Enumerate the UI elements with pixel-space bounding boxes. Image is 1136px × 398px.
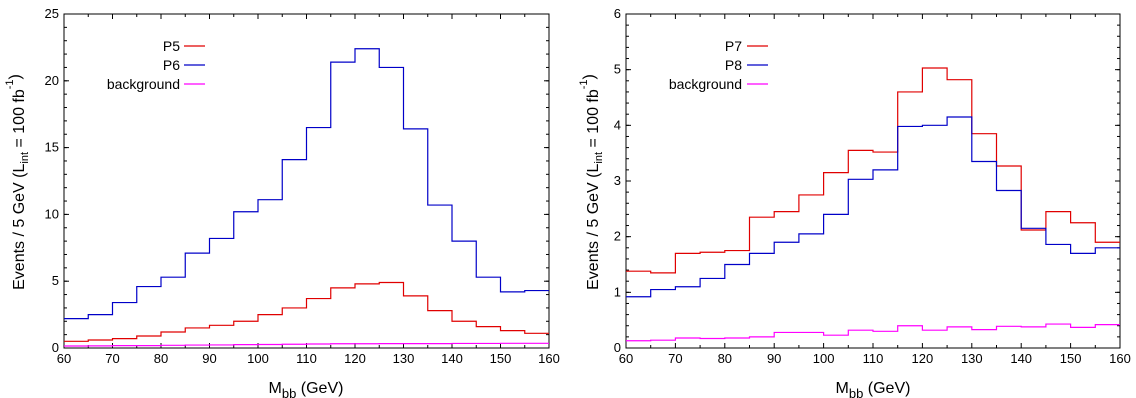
x-tick-label: 140	[1010, 351, 1032, 366]
x-tick-label: 120	[912, 351, 934, 366]
legend-label-p6: P6	[163, 57, 180, 73]
x-tick-label: 150	[1060, 351, 1082, 366]
x-axis-label: Mbb (GeV)	[269, 380, 344, 398]
x-tick-label: 90	[767, 351, 781, 366]
series-line-p7	[626, 67, 1120, 274]
x-tick-label: 100	[813, 351, 835, 366]
x-tick-label: 100	[247, 351, 269, 366]
chart-panel-1: 60 70 80 90 100 110 120 130 140 150 160 0 5 10 15 20 25 P…	[4, 6, 560, 398]
series-line-p6	[64, 48, 549, 320]
x-tick-label: 60	[57, 351, 71, 366]
legend-label-background: background	[107, 76, 180, 92]
y-tick-label: 4	[614, 117, 621, 132]
legend-label-background: background	[669, 76, 742, 92]
x-tick-label: 60	[619, 351, 633, 366]
x-tick-label: 70	[668, 351, 682, 366]
series-line-p8	[626, 116, 1120, 298]
x-tick-label: 130	[393, 351, 415, 366]
x-axis-label: Mbb (GeV)	[836, 380, 911, 398]
x-tick-label: 160	[1109, 351, 1131, 366]
legend-label-p7: P7	[725, 38, 742, 54]
y-tick-label: 6	[614, 6, 621, 21]
plot-frame	[625, 13, 1121, 349]
y-tick-label: 5	[52, 273, 59, 288]
x-tick-label: 70	[105, 351, 119, 366]
y-tick-label: 5	[614, 62, 621, 77]
x-tick-label: 110	[863, 351, 884, 366]
legend-label-p5: P5	[163, 38, 180, 54]
x-tick-label: 90	[202, 351, 216, 366]
series-line-p5	[64, 281, 549, 342]
y-tick-label: 2	[614, 229, 621, 244]
y-tick-label: 10	[45, 206, 59, 221]
x-tick-label: 160	[538, 351, 560, 366]
x-tick-label: 140	[441, 351, 463, 366]
legend-label-p8: P8	[725, 57, 742, 73]
y-tick-label: 1	[614, 284, 621, 299]
y-tick-label: 20	[45, 73, 59, 88]
series-line-background	[626, 323, 1120, 342]
x-tick-label: 130	[961, 351, 983, 366]
y-tick-label: 0	[614, 340, 621, 355]
x-tick-label: 80	[718, 351, 732, 366]
y-tick-label: 3	[614, 173, 621, 188]
series-line-background	[64, 342, 549, 347]
x-tick-label: 150	[490, 351, 512, 366]
x-tick-label: 80	[154, 351, 168, 366]
y-tick-label: 25	[45, 6, 59, 21]
x-tick-label: 110	[296, 351, 317, 366]
x-tick-label: 120	[344, 351, 366, 366]
y-tick-label: 0	[52, 340, 59, 355]
y-axis-label: Events / 5 GeV (Lint = 100 fb-1)	[578, 74, 605, 290]
y-tick-label: 15	[45, 140, 59, 155]
y-axis-label: Events / 5 GeV (Lint = 100 fb-1)	[4, 74, 31, 290]
chart-panel-2: 60 70 80 90 100 110 120 130 140 150 160 0 1 2 3 4 5 6 P7 P8…	[578, 6, 1131, 398]
